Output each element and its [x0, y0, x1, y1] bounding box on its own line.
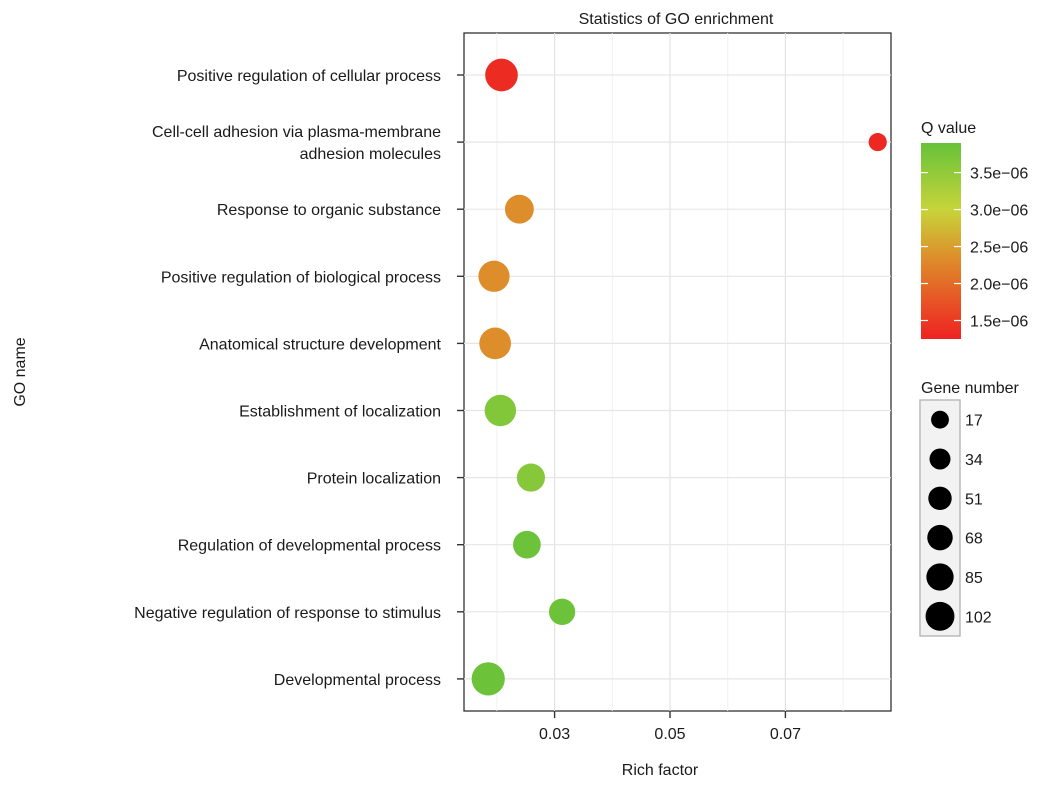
data-point: [484, 394, 517, 427]
size-legend-dot: [928, 486, 952, 511]
size-legend-dot: [931, 410, 949, 429]
colorbar-ticks: 3.5e−06 3.0e−06 2.5e−06 2.0e−06 1.5e−06: [921, 166, 1028, 331]
colorbar-tick-label: 2.0e−06: [970, 277, 1028, 294]
size-legend-label: 68: [965, 531, 983, 548]
y-axis-title: GO name: [12, 337, 29, 406]
data-point: [868, 133, 887, 152]
data-point: [513, 530, 541, 559]
y-tick-label: Positive regulation of cellular process: [177, 68, 441, 85]
axis-ticks: [457, 74, 787, 718]
y-tick-label: Cell-cell adhesion via plasma-membrane ad…: [152, 124, 441, 163]
x-tick-label: 0.03: [539, 726, 570, 743]
size-legend-label: 17: [965, 413, 983, 430]
chart-title: Statistics of GO enrichment: [579, 11, 774, 28]
size-legend-dot: [929, 448, 951, 470]
q-value-colorbar: [921, 143, 961, 339]
y-tick-label: Negative regulation of response to stimu…: [134, 605, 441, 622]
data-point: [478, 260, 510, 292]
gene-number-legend: Gene number 17 34 51 68 85 102: [919, 380, 1020, 637]
x-axis-title: Rich factor: [622, 762, 699, 779]
size-legend-box: [919, 399, 961, 637]
y-tick-label: Regulation of developmental process: [178, 538, 441, 555]
size-legend-label: 34: [965, 452, 983, 469]
grid-lines: [464, 33, 891, 711]
colorbar-tick-label: 1.5e−06: [970, 314, 1028, 331]
data-point: [485, 58, 518, 92]
size-legend-dot: [926, 563, 954, 591]
y-tick-label: Positive regulation of biological proces…: [161, 269, 441, 286]
size-legend-label: 85: [965, 570, 983, 587]
y-tick-label: Protein localization: [307, 471, 441, 488]
data-point: [516, 463, 546, 492]
colorbar-tick-label: 3.5e−06: [970, 166, 1028, 183]
x-tick-label: 0.05: [654, 726, 685, 743]
size-legend-dot: [925, 601, 955, 631]
colorbar-tick-label: 2.5e−06: [970, 240, 1028, 257]
size-legend-dot: [927, 524, 953, 551]
colorbar-tick-label: 3.0e−06: [970, 203, 1028, 220]
y-tick-label: Establishment of localization: [239, 404, 441, 421]
plot-panel: [463, 32, 892, 712]
data-points: [471, 58, 887, 696]
size-legend-label: 51: [965, 491, 983, 508]
data-point: [548, 598, 576, 625]
x-tick-labels: 0.03 0.05 0.07: [539, 726, 801, 743]
y-tick-labels: Positive regulation of cellular process C…: [134, 68, 441, 689]
y-tick-label: Response to organic substance: [217, 202, 441, 219]
q-value-legend-title: Q value: [921, 120, 976, 137]
q-value-legend: Q value 3.5e−06 3.0e−06 2.5e−06 2.0e−06 1.5e…: [921, 120, 1028, 339]
gene-number-legend-title: Gene number: [921, 380, 1020, 397]
size-legend-items: 17 34 51 68 85 102: [925, 410, 992, 631]
y-tick-label: Anatomical structure development: [199, 336, 441, 353]
data-point: [504, 194, 534, 224]
size-legend-label: 102: [965, 609, 992, 626]
x-tick-label: 0.07: [770, 726, 801, 743]
y-tick-label: Developmental process: [274, 672, 441, 689]
data-point: [479, 327, 512, 360]
data-point: [471, 662, 505, 696]
